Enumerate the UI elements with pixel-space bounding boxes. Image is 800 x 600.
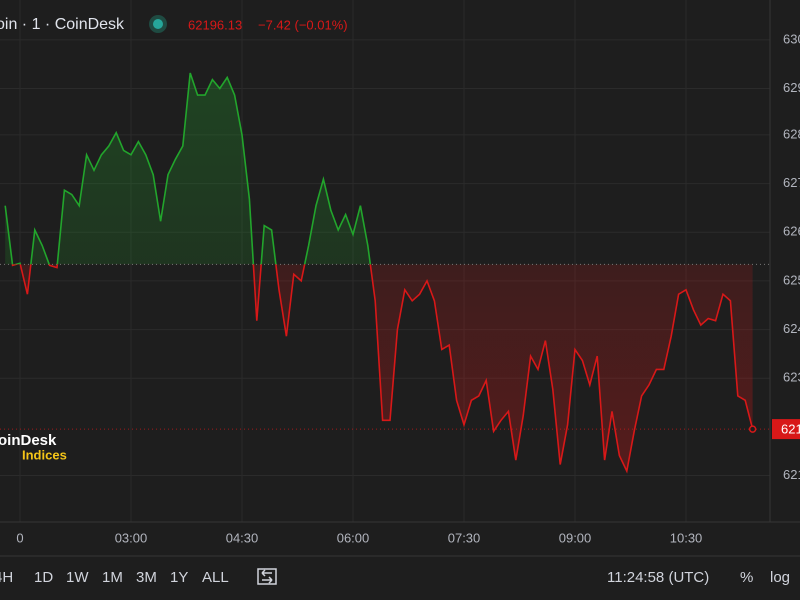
- price-change: −7.42 (−0.01%): [258, 17, 348, 32]
- range-button[interactable]: 1M: [102, 569, 123, 586]
- y-tick-label: 623: [783, 370, 800, 385]
- y-tick-label: 625: [783, 272, 800, 287]
- area-above: [5, 73, 371, 265]
- range-button[interactable]: 1W: [66, 569, 89, 586]
- x-tick-label: 10:30: [670, 530, 703, 545]
- x-tick-label: 0: [16, 530, 23, 545]
- line-above: [4, 72, 372, 265]
- x-tick-label: 03:00: [115, 530, 148, 545]
- range-button[interactable]: 1D: [34, 569, 53, 586]
- x-tick-label: 06:00: [337, 530, 370, 545]
- log-toggle[interactable]: log: [770, 569, 790, 586]
- y-tick-label: 624: [783, 321, 800, 336]
- logo-name: oinDesk: [0, 432, 57, 449]
- x-tick-label: 04:30: [226, 530, 259, 545]
- range-button[interactable]: 1Y: [170, 569, 188, 586]
- icon-frame: [257, 568, 277, 585]
- range-button[interactable]: 4H: [0, 569, 13, 586]
- y-tick-label: 621: [783, 467, 800, 482]
- compare-icon[interactable]: [257, 568, 277, 585]
- y-tick-label: 628: [783, 126, 800, 141]
- y-tick-label: 626: [783, 224, 800, 239]
- x-tick-label: 07:30: [448, 530, 481, 545]
- price-tag: [772, 419, 800, 440]
- logo-sub: Indices: [22, 447, 67, 462]
- status-dot: [153, 19, 163, 29]
- y-tick-label: 630: [783, 31, 800, 46]
- x-tick-label: 09:00: [559, 530, 592, 545]
- y-tick-label: 629: [783, 80, 800, 95]
- range-button[interactable]: 3M: [136, 569, 157, 586]
- range-button[interactable]: ALL: [202, 569, 229, 586]
- area-below: [5, 264, 753, 472]
- percent-toggle[interactable]: %: [740, 569, 753, 586]
- y-tick-label: 627: [783, 175, 800, 190]
- line-below: [11, 264, 754, 474]
- clock: 11:24:58 (UTC): [607, 569, 709, 586]
- last-price: 62196.13: [188, 17, 242, 32]
- icon-arrows: [261, 569, 273, 584]
- last-point: [748, 425, 757, 433]
- chart-title: oin · 1 · CoinDesk: [0, 16, 125, 33]
- price-tag-label: 621: [781, 422, 800, 437]
